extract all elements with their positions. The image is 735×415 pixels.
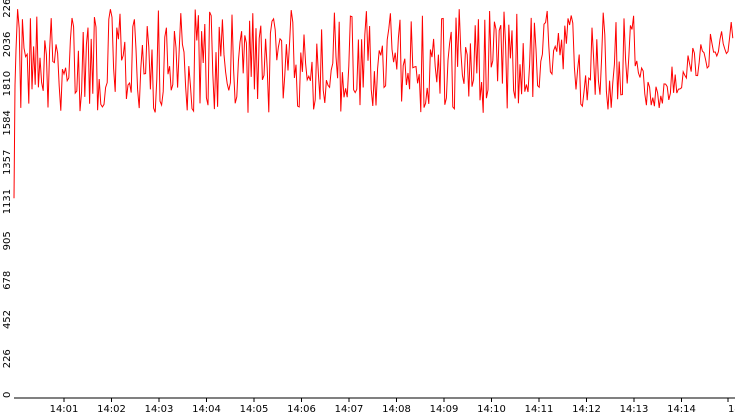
y-tick-label: 1810 — [2, 71, 13, 96]
y-axis-ticks: 0 226 452 678 905 1131 1357 1584 1810 2036 2263 — [2, 0, 13, 398]
y-tick-label: 2036 — [2, 32, 13, 57]
x-tick-label: 14:02 — [97, 404, 126, 415]
x-tick-label: 14 — [728, 404, 735, 415]
x-tick-label: 14:13 — [620, 404, 649, 415]
x-tick-label: 14:12 — [572, 404, 601, 415]
x-tick-label: 14:08 — [382, 404, 411, 415]
x-tick-label: 14:03 — [145, 404, 174, 415]
x-tick-label: 14:11 — [525, 404, 554, 415]
y-tick-label: 452 — [2, 310, 13, 329]
x-tick-label: 14:09 — [430, 404, 459, 415]
x-tick-label: 14:05 — [240, 404, 269, 415]
plot-area — [13, 9, 734, 199]
y-tick-label: 678 — [2, 271, 13, 290]
x-tick-label: 14:04 — [192, 404, 221, 415]
x-tick-label: 14:14 — [667, 404, 696, 415]
y-tick-label: 905 — [2, 231, 13, 250]
series-line — [13, 9, 734, 199]
y-tick-label: 226 — [2, 349, 13, 368]
y-tick-label: 2263 — [2, 0, 13, 18]
x-axis-ticks: 14:01 14:02 14:03 14:04 14:05 14:06 14:07 14:08… — [50, 398, 735, 415]
y-tick-label: 0 — [2, 392, 13, 398]
y-tick-label: 1584 — [2, 110, 13, 135]
x-tick-label: 14:06 — [287, 404, 316, 415]
x-tick-label: 14:01 — [50, 404, 79, 415]
y-tick-label: 1357 — [2, 150, 13, 175]
x-tick-label: 14:07 — [335, 404, 364, 415]
x-tick-label: 14:10 — [477, 404, 506, 415]
y-tick-label: 1131 — [2, 189, 13, 214]
